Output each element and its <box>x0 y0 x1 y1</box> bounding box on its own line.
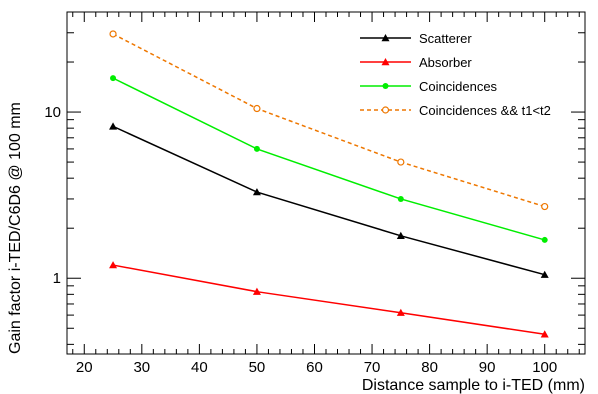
legend-marker <box>382 83 389 89</box>
x-tick-label: 40 <box>191 359 208 376</box>
series-line <box>112 125 545 276</box>
legend-entry-3: Coincidences && t1<t2 <box>360 103 551 118</box>
data-point <box>540 270 549 278</box>
legend-entry-2: Coincidences <box>360 79 498 94</box>
x-tick-label: 70 <box>364 359 381 376</box>
data-point <box>540 330 549 338</box>
x-tick-label: 60 <box>306 359 323 376</box>
legend: Scatterer Absorber Coincidences Coincidence… <box>360 31 551 118</box>
x-tick-label: 20 <box>76 359 93 376</box>
series-3 <box>109 30 549 211</box>
data-point <box>396 231 405 240</box>
legend-label: Coincidences <box>419 79 498 94</box>
series-0 <box>109 122 549 278</box>
data-point <box>396 308 405 316</box>
series-layer <box>109 30 549 338</box>
data-point <box>252 287 261 295</box>
axis-ticks <box>67 11 585 354</box>
data-point <box>541 236 548 243</box>
y-tick-label: 1 <box>53 270 61 287</box>
series-line <box>112 33 545 208</box>
data-point <box>109 30 117 38</box>
data-point <box>252 188 261 196</box>
legend-marker <box>381 58 390 66</box>
series-1 <box>109 261 549 338</box>
data-point <box>109 122 118 130</box>
y-axis-title: Gain factor i-TED/C6D6 @ 100 mm <box>7 102 24 354</box>
plot-frame <box>66 11 586 355</box>
series-2 <box>110 75 548 243</box>
legend-marker <box>381 106 390 114</box>
data-point <box>397 158 405 166</box>
data-point <box>110 75 117 82</box>
legend-entry-1: Absorber <box>360 55 472 70</box>
x-tick-label: 30 <box>133 359 150 376</box>
x-axis-title: Distance sample to i-TED (mm) <box>362 377 585 394</box>
y-tick-label: 10 <box>44 104 61 121</box>
x-tick-label: 90 <box>479 359 496 376</box>
x-tick-label: 50 <box>249 359 266 376</box>
data-point <box>541 202 549 211</box>
series-line <box>112 264 545 336</box>
data-point <box>397 195 404 202</box>
legend-label: Scatterer <box>419 31 472 46</box>
series-line <box>112 77 545 241</box>
legend-marker <box>381 34 390 42</box>
data-point <box>253 104 261 113</box>
legend-label: Absorber <box>419 55 472 70</box>
legend-entry-0: Scatterer <box>360 31 472 46</box>
data-point <box>253 145 260 152</box>
legend-label: Coincidences && t1<t2 <box>419 103 551 118</box>
data-point <box>109 261 118 269</box>
x-tick-label: 80 <box>421 359 438 376</box>
x-tick-label: 100 <box>532 359 557 376</box>
